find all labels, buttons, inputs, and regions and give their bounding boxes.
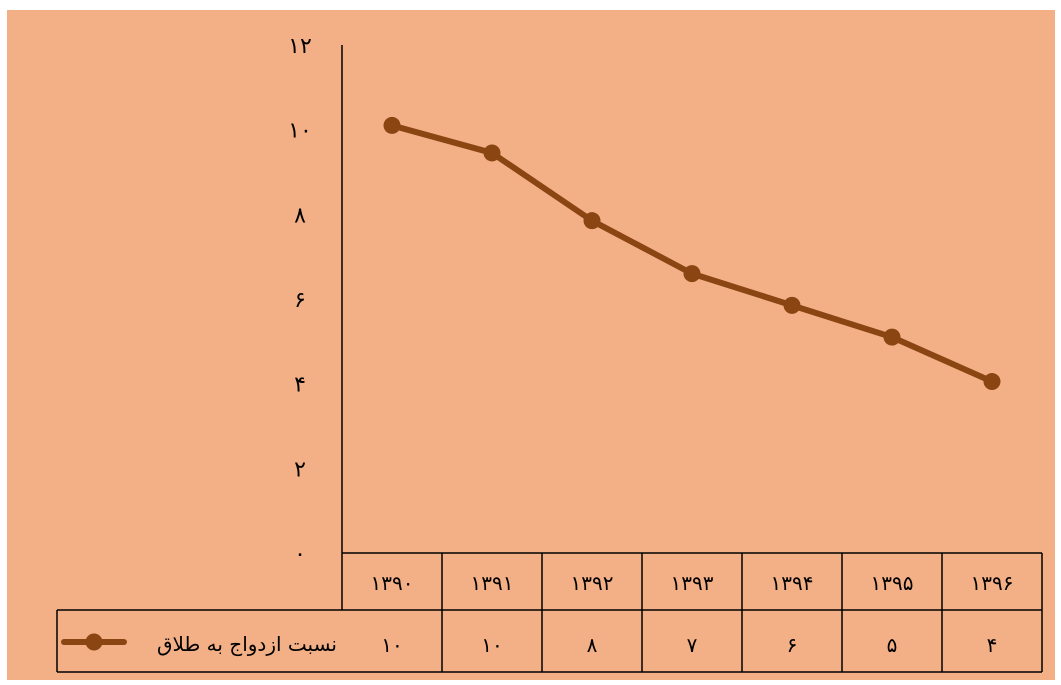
y-tick-label: ۲ (294, 457, 306, 482)
table-value: ۸ (587, 633, 598, 657)
y-tick-label: ۴ (294, 373, 306, 398)
data-point (683, 265, 701, 283)
y-tick-label: ۸ (294, 203, 306, 228)
data-point (983, 373, 1001, 391)
data-point (383, 116, 401, 134)
data-point (783, 296, 801, 314)
table-value: ۵ (887, 633, 898, 657)
table-value: ۱۰ (381, 633, 402, 657)
data-point (583, 212, 601, 230)
data-point (483, 144, 501, 162)
y-tick-label: ۰ (294, 542, 306, 567)
x-tick-label: ۱۳۹۶ (971, 571, 1014, 595)
legend-series-name: نسبت ازدواج به طلاق (157, 632, 337, 656)
table-value: ۶ (787, 633, 798, 657)
x-tick-label: ۱۳۹۳ (671, 571, 714, 595)
legend-swatch-marker (85, 633, 103, 651)
x-tick-label: ۱۳۹۴ (771, 571, 814, 595)
x-tick-label: ۱۳۹۰ (371, 571, 414, 595)
x-tick-label: ۱۳۹۱ (471, 571, 514, 595)
y-tick-label: ۶ (294, 288, 306, 313)
x-tick-label: ۱۳۹۲ (571, 571, 614, 595)
chart-background (7, 10, 1055, 680)
y-tick-label: ۱۲ (288, 34, 312, 59)
table-value: ۱۰ (481, 633, 502, 657)
table-value: ۴ (987, 633, 998, 657)
data-point (883, 328, 901, 346)
table-value: ۷ (687, 633, 698, 657)
y-tick-label: ۱۰ (288, 119, 312, 144)
x-tick-label: ۱۳۹۵ (871, 571, 914, 595)
